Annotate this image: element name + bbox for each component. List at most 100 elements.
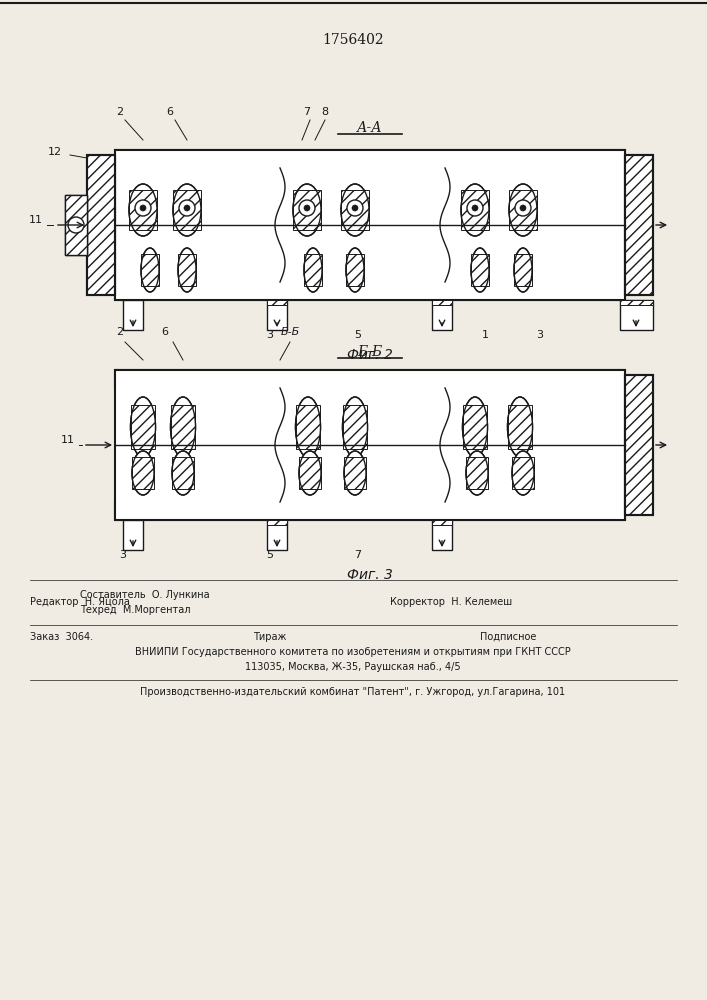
Bar <box>463 405 487 449</box>
Bar <box>466 457 488 489</box>
Bar <box>461 190 489 230</box>
Ellipse shape <box>471 248 489 292</box>
Bar <box>625 375 653 515</box>
Bar <box>512 457 534 489</box>
Text: Корректор  Н. Келемеш: Корректор Н. Келемеш <box>390 597 512 607</box>
Bar <box>344 457 366 489</box>
Text: Тираж: Тираж <box>253 632 286 642</box>
Bar <box>267 520 287 525</box>
Text: А-А: А-А <box>357 121 383 135</box>
Circle shape <box>352 205 358 211</box>
Ellipse shape <box>514 248 532 292</box>
Circle shape <box>304 205 310 211</box>
Ellipse shape <box>512 451 534 495</box>
Bar <box>115 370 625 520</box>
Bar <box>625 155 653 295</box>
Text: 6: 6 <box>161 327 168 337</box>
Circle shape <box>299 200 315 216</box>
Text: Б-Б: Б-Б <box>281 327 300 337</box>
Text: 3: 3 <box>267 330 274 340</box>
Bar <box>115 150 625 300</box>
Text: 11: 11 <box>29 215 43 225</box>
Ellipse shape <box>131 397 156 457</box>
Ellipse shape <box>132 451 154 495</box>
Bar <box>620 300 653 330</box>
Text: Производственно-издательский комбинат "Патент", г. Ужгород, ул.Гагарина, 101: Производственно-издательский комбинат "П… <box>141 687 566 697</box>
Bar <box>296 405 320 449</box>
Bar <box>87 155 115 295</box>
Bar <box>173 190 201 230</box>
Bar <box>346 254 364 286</box>
Text: 3: 3 <box>119 550 127 560</box>
Text: Фиг. 2: Фиг. 2 <box>347 348 393 362</box>
Bar <box>115 502 625 520</box>
Ellipse shape <box>508 397 532 457</box>
Bar <box>514 254 532 286</box>
Ellipse shape <box>346 248 364 292</box>
Bar <box>178 254 196 286</box>
Bar <box>132 457 154 489</box>
Circle shape <box>472 205 478 211</box>
Text: 6: 6 <box>167 107 173 117</box>
Text: 1: 1 <box>481 330 489 340</box>
Circle shape <box>140 205 146 211</box>
Ellipse shape <box>296 397 320 457</box>
Bar <box>432 520 452 525</box>
Bar <box>171 405 195 449</box>
Ellipse shape <box>344 451 366 495</box>
Bar <box>131 405 155 449</box>
Bar <box>87 155 115 295</box>
Bar <box>267 300 287 330</box>
Text: Фиг. 3: Фиг. 3 <box>347 568 393 582</box>
Ellipse shape <box>509 184 537 236</box>
Text: 11: 11 <box>61 435 75 445</box>
Text: Составитель  О. Лункина: Составитель О. Лункина <box>80 590 209 600</box>
Bar <box>432 520 452 550</box>
Text: 3: 3 <box>537 330 544 340</box>
Bar <box>172 457 194 489</box>
Text: 7: 7 <box>354 550 361 560</box>
Ellipse shape <box>141 248 159 292</box>
Circle shape <box>68 217 84 233</box>
Text: 1756402: 1756402 <box>322 33 384 47</box>
Text: ВНИИПИ Государственного комитета по изобретениям и открытиям при ГКНТ СССР: ВНИИПИ Государственного комитета по изоб… <box>135 647 571 657</box>
Ellipse shape <box>341 184 369 236</box>
Bar <box>620 300 653 305</box>
Bar <box>65 195 87 255</box>
Bar <box>293 190 321 230</box>
Bar <box>65 195 87 255</box>
Bar <box>343 405 367 449</box>
Bar <box>123 300 143 330</box>
Bar <box>509 190 537 230</box>
Bar <box>267 520 287 550</box>
Circle shape <box>135 200 151 216</box>
Ellipse shape <box>299 451 321 495</box>
Ellipse shape <box>293 184 321 236</box>
Bar <box>299 457 321 489</box>
Text: Б-Б: Б-Б <box>357 345 382 359</box>
Bar <box>129 190 157 230</box>
Bar <box>625 155 653 295</box>
Text: Заказ  3064.: Заказ 3064. <box>30 632 93 642</box>
Bar <box>115 282 625 300</box>
Ellipse shape <box>172 451 194 495</box>
Text: 8: 8 <box>322 107 329 117</box>
Bar <box>341 190 369 230</box>
Ellipse shape <box>173 184 201 236</box>
Bar <box>115 370 625 388</box>
Bar <box>625 375 653 515</box>
Bar <box>267 300 287 305</box>
Circle shape <box>467 200 483 216</box>
Ellipse shape <box>342 397 368 457</box>
Ellipse shape <box>466 451 488 495</box>
Circle shape <box>184 205 190 211</box>
Text: 2: 2 <box>117 327 124 337</box>
Text: Подписное: Подписное <box>480 632 537 642</box>
Ellipse shape <box>170 397 196 457</box>
Ellipse shape <box>304 248 322 292</box>
Bar <box>115 150 625 168</box>
Text: 113035, Москва, Ж-35, Раушская наб., 4/5: 113035, Москва, Ж-35, Раушская наб., 4/5 <box>245 662 461 672</box>
Bar <box>141 254 159 286</box>
Text: 5: 5 <box>267 550 274 560</box>
Text: 12: 12 <box>48 147 62 157</box>
